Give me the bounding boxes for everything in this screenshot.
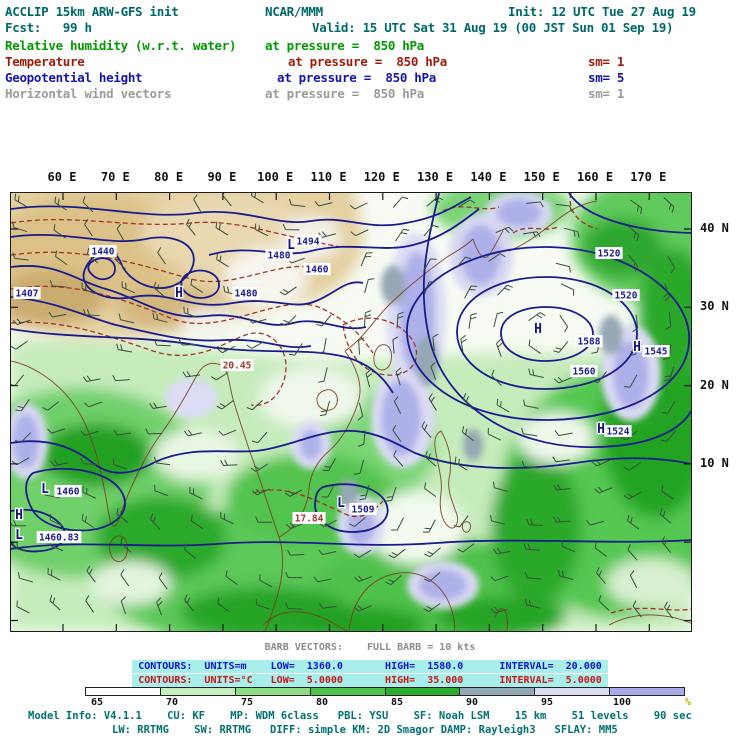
lon-label: 60 E (47, 170, 77, 184)
svg-text:H: H (597, 422, 605, 437)
field-rh-label: Relative humidity (w.r.t. water) (5, 38, 237, 53)
svg-text:1480: 1480 (268, 251, 291, 262)
svg-text:H: H (534, 322, 542, 337)
init-time: Init: 12 UTC Tue 27 Aug 19 (508, 4, 696, 19)
lon-label: 130 E (417, 170, 454, 184)
colorbar-unit: % (684, 697, 692, 708)
svg-text:H: H (15, 508, 23, 523)
field-hgt-sm: sm= 5 (588, 70, 625, 85)
colorbar-tick: 95 (540, 697, 554, 708)
colorbar-segment (310, 688, 386, 695)
weather-map: 1480 1480 1460 1440 1407 1494 1520 1520 1588 1560… (11, 193, 691, 631)
colorbar-segment (385, 688, 461, 695)
lat-label: 10 N (700, 455, 729, 470)
lon-label: 100 E (257, 170, 294, 184)
colorbar-segment (460, 688, 536, 695)
svg-text:L: L (15, 528, 23, 543)
field-wind-label: Horizontal wind vectors (5, 86, 172, 101)
svg-text:1524: 1524 (607, 427, 630, 438)
svg-text:1460.83: 1460.83 (39, 533, 79, 544)
lon-label: 120 E (363, 170, 400, 184)
colorbar-tick: 75 (240, 697, 254, 708)
colorbar-segment (535, 688, 611, 695)
lat-label: 40 N (700, 221, 729, 235)
colorbar-segment (160, 688, 236, 695)
svg-text:1480: 1480 (235, 289, 258, 300)
height-contour-legend: CONTOURS: UNITS=m LOW= 1360.0 HIGH= 1580… (0, 654, 740, 673)
field-rh-level: at pressure = 850 hPa (265, 38, 424, 53)
colorbar-segment (610, 688, 684, 695)
lon-label: 110 E (310, 170, 347, 184)
model-info-line1: Model Info: V4.1.1 CU: KF MP: WDM 6class… (28, 710, 692, 722)
humidity-shading-high (11, 193, 661, 609)
field-temp-sm: sm= 1 (588, 54, 625, 69)
lon-label: 70 E (100, 170, 130, 184)
colorbar-tick: 65 (90, 697, 104, 708)
svg-text:1520: 1520 (598, 249, 621, 260)
lat-label: 30 N (700, 299, 729, 314)
colorbar-tick: 80 (315, 697, 329, 708)
svg-text:H: H (175, 286, 183, 301)
lon-label: 150 E (523, 170, 560, 184)
longitude-axis: 60 E 70 E 80 E 90 E 100 E 110 E 120 E 130 E 140 … (0, 170, 740, 186)
svg-text:L: L (287, 238, 295, 253)
svg-text:1509: 1509 (352, 505, 375, 516)
barb-vectors-legend: BARB VECTORS: FULL BARB = 10 kts (264, 642, 476, 653)
field-hgt-label: Geopotential height (5, 70, 143, 85)
svg-text:1494: 1494 (297, 237, 320, 248)
lat-label: 20 N (700, 377, 729, 392)
colorbar-tick: 90 (465, 697, 479, 708)
colorbar-tick: 85 (390, 697, 404, 708)
colorbar-tick: 100 (612, 697, 632, 708)
svg-text:1588: 1588 (578, 337, 601, 348)
field-temp-level: at pressure = 850 hPa (288, 54, 447, 69)
field-temp-label: Temperature (5, 54, 85, 69)
field-hgt-level: at pressure = 850 hPa (277, 70, 436, 85)
map-canvas: 1480 1480 1460 1440 1407 1494 1520 1520 1588 1560… (10, 192, 692, 632)
svg-text:20.45: 20.45 (223, 361, 252, 372)
forecast-hour: Fcst: 99 h (5, 20, 92, 35)
lon-label: 80 E (154, 170, 184, 184)
colorbar-segment (86, 688, 161, 695)
svg-text:1560: 1560 (573, 367, 596, 378)
svg-text:1545: 1545 (645, 347, 668, 358)
lon-label: 170 E (630, 170, 667, 184)
svg-text:1407: 1407 (16, 289, 39, 300)
latitude-axis: 40 N 30 N 20 N 10 N (700, 192, 740, 630)
model-info-line2: LW: RRTMG SW: RRTMG DIFF: simple KM: 2D … (112, 724, 618, 736)
lon-label: 90 E (207, 170, 237, 184)
svg-text:1440: 1440 (92, 247, 115, 258)
humidity-colorbar: 65 70 75 80 85 90 95 100% (85, 687, 691, 711)
svg-text:H: H (633, 340, 641, 355)
temp-contour-legend-text: CONTOURS: UNITS=°C LOW= 5.0000 HIGH= 35.… (132, 674, 608, 687)
map-area: 60 E 70 E 80 E 90 E 100 E 110 E 120 E 130 E 140 … (0, 168, 740, 638)
model-title: ACCLIP 15km ARW-GFS init (5, 4, 179, 19)
org-name: NCAR/MMM (265, 4, 323, 19)
height-contour-legend-text: CONTOURS: UNITS=m LOW= 1360.0 HIGH= 1580… (132, 660, 608, 673)
temp-contour-legend: CONTOURS: UNITS=°C LOW= 5.0000 HIGH= 35.… (0, 668, 740, 687)
colorbar-segments (85, 687, 685, 696)
lon-label: 140 E (470, 170, 507, 184)
svg-text:1460: 1460 (57, 487, 80, 498)
lon-label: 160 E (576, 170, 614, 184)
svg-text:L: L (337, 496, 345, 511)
svg-text:17.84: 17.84 (295, 514, 324, 525)
height-contours (11, 193, 691, 553)
field-wind-sm: sm= 1 (588, 86, 625, 101)
valid-time: Valid: 15 UTC Sat 31 Aug 19 (00 JST Sun … (312, 20, 674, 35)
colorbar-segment (235, 688, 311, 695)
colorbar-tick: 70 (165, 697, 179, 708)
field-wind-level: at pressure = 850 hPa (265, 86, 424, 101)
svg-text:L: L (41, 482, 49, 497)
contour-labels: 1480 1480 1460 1440 1407 1494 1520 1520 1588 1560… (13, 235, 670, 544)
svg-text:1520: 1520 (615, 291, 638, 302)
svg-text:1460: 1460 (306, 265, 329, 276)
axis-ticks (11, 193, 691, 631)
